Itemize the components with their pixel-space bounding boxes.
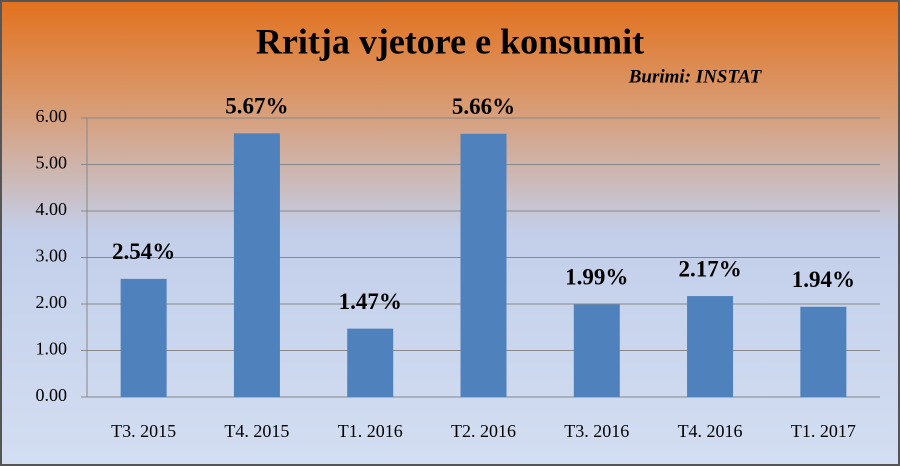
bar bbox=[460, 133, 507, 397]
value-label: 5.66% bbox=[452, 94, 515, 119]
y-tick-label: 5.00 bbox=[36, 153, 68, 173]
chart-subtitle: Burimi: INSTAT bbox=[628, 66, 763, 87]
value-label: 5.67% bbox=[225, 94, 288, 119]
x-tick-label: T4. 2016 bbox=[678, 421, 743, 441]
value-label: 2.17% bbox=[678, 256, 741, 281]
y-tick-label: 1.00 bbox=[36, 339, 68, 359]
x-tick-label: T1. 2017 bbox=[791, 421, 856, 441]
bar bbox=[800, 306, 847, 397]
x-tick-label: T3. 2015 bbox=[111, 421, 176, 441]
value-label: 1.94% bbox=[792, 267, 855, 292]
x-tick-label: T3. 2016 bbox=[564, 421, 629, 441]
value-label: 1.99% bbox=[565, 265, 628, 290]
y-tick-label: 0.00 bbox=[36, 385, 68, 405]
x-tick-label: T2. 2016 bbox=[451, 421, 516, 441]
bar bbox=[347, 328, 394, 397]
y-tick-label: 2.00 bbox=[36, 292, 68, 312]
value-label: 1.47% bbox=[339, 289, 402, 314]
bar bbox=[687, 296, 734, 397]
bar bbox=[233, 133, 280, 397]
chart-title: Rritja vjetore e konsumit bbox=[256, 21, 644, 61]
y-tick-label: 3.00 bbox=[36, 246, 68, 266]
y-tick-label: 4.00 bbox=[36, 199, 68, 219]
x-tick-label: T1. 2016 bbox=[338, 421, 403, 441]
x-tick-label: T4. 2015 bbox=[224, 421, 289, 441]
bar bbox=[573, 304, 620, 397]
bar bbox=[120, 278, 167, 397]
y-tick-label: 6.00 bbox=[36, 106, 68, 126]
value-label: 2.54% bbox=[112, 239, 175, 264]
